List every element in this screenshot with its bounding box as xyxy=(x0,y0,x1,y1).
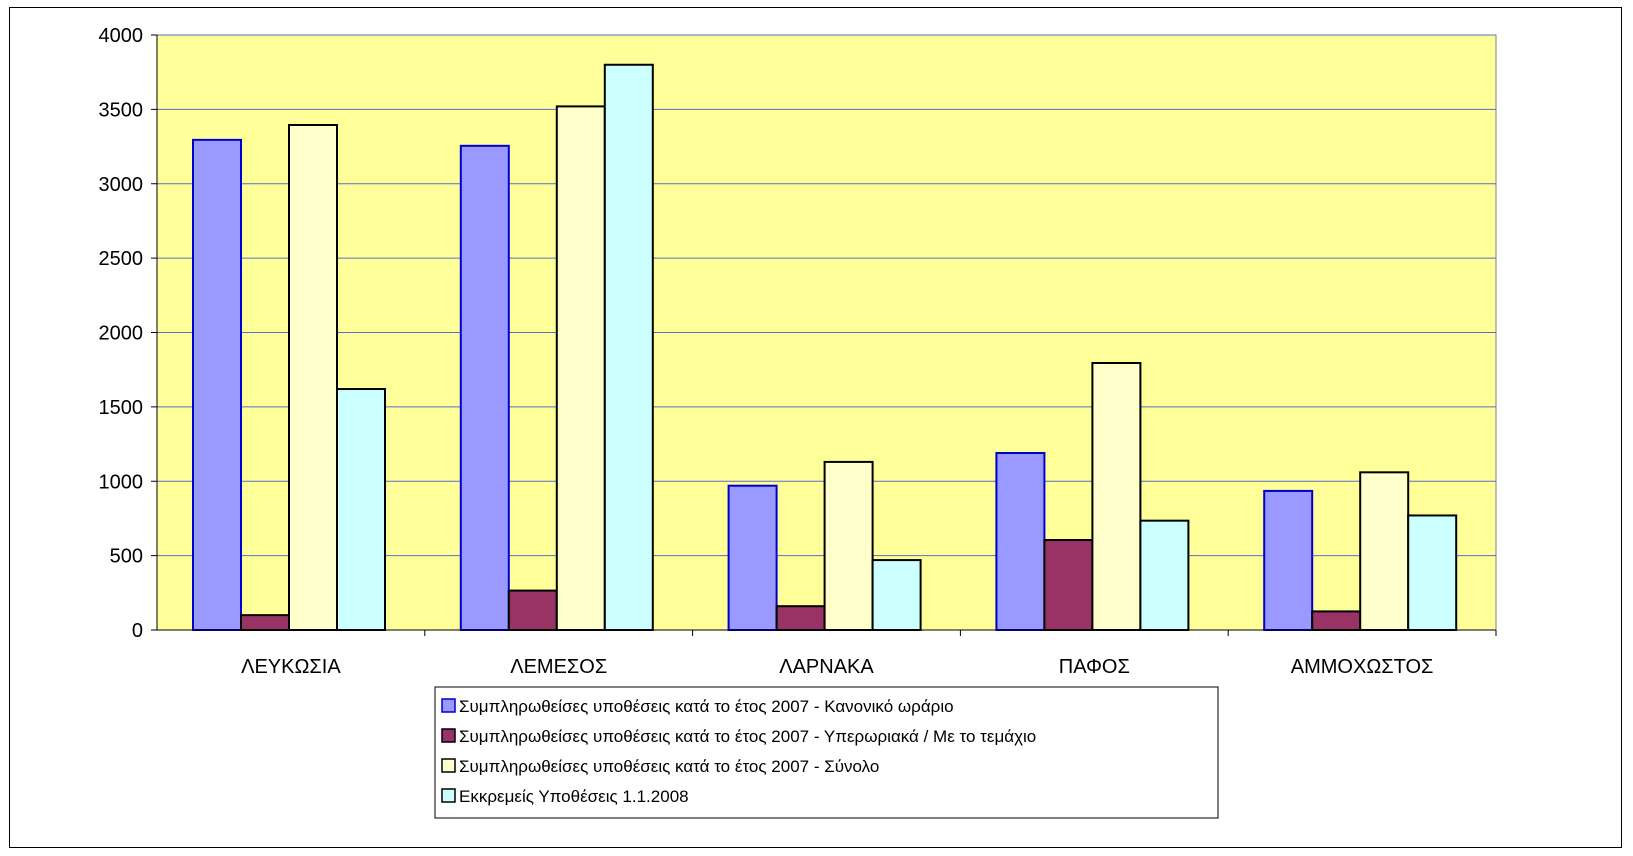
legend-entry: Εκκρεμείς Υποθέσεις 1.1.2008 xyxy=(459,787,689,806)
bar-1 xyxy=(727,484,778,631)
bar-4 xyxy=(1139,519,1190,632)
legend: Συμπληρωθείσες υποθέσεις κατά το έτος 20… xyxy=(434,686,1219,819)
bar-1 xyxy=(459,144,510,631)
axes: 0 500 1000 1500 2000 2500 3000 3500 4000 ΛΕΥΚΩΣΙΑ… xyxy=(99,25,1497,678)
legend-box xyxy=(434,686,1219,819)
legend-swatch xyxy=(441,728,456,743)
y-tick-label: 3000 xyxy=(99,174,144,196)
bars xyxy=(192,63,1458,632)
legend-entry: Συμπληρωθείσες υποθέσεις κατά το έτος 20… xyxy=(459,727,1036,746)
bar-1 xyxy=(192,138,242,631)
bar-4 xyxy=(603,63,654,631)
y-tick-label: 2000 xyxy=(99,323,144,345)
x-category-label: ΛΕΜΕΣΟΣ xyxy=(510,656,607,678)
bar-3 xyxy=(555,105,606,631)
bar-3 xyxy=(1091,361,1142,631)
x-category-label: ΠΑΦΟΣ xyxy=(1059,656,1130,678)
bar-2 xyxy=(240,614,290,631)
bar-4 xyxy=(1407,514,1458,632)
y-tick-label: 1000 xyxy=(99,471,144,493)
bar-3 xyxy=(823,460,874,631)
legend-swatch xyxy=(441,698,456,713)
y-tick-label: 2500 xyxy=(99,248,144,270)
bar-4 xyxy=(871,559,922,632)
x-category-label: ΛΕΥΚΩΣΙΑ xyxy=(241,656,341,678)
bar-1 xyxy=(1263,489,1314,632)
bar-3 xyxy=(288,123,338,632)
bar-4 xyxy=(336,388,386,631)
bar-2 xyxy=(1043,539,1094,631)
y-tick-label: 1500 xyxy=(99,397,144,419)
legend-swatch xyxy=(441,788,456,803)
bar-2 xyxy=(775,605,826,632)
y-tick-label: 4000 xyxy=(99,25,144,47)
bar-3 xyxy=(1359,471,1410,632)
bar-1 xyxy=(995,451,1046,631)
bar-2 xyxy=(507,589,558,631)
y-tick-label: 0 xyxy=(132,620,143,642)
legend-entry: Συμπληρωθείσες υποθέσεις κατά το έτος 20… xyxy=(459,697,954,716)
y-tick-label: 500 xyxy=(110,546,143,568)
bar-2 xyxy=(1311,610,1362,631)
x-category-label: ΛΑΡΝΑΚΑ xyxy=(779,656,874,678)
x-category-label: ΑΜΜΟΧΩΣΤΟΣ xyxy=(1291,656,1434,678)
legend-swatch xyxy=(441,758,456,773)
y-tick-label: 3500 xyxy=(99,99,144,121)
legend-entry: Συμπληρωθείσες υποθέσεις κατά το έτος 20… xyxy=(459,757,879,776)
